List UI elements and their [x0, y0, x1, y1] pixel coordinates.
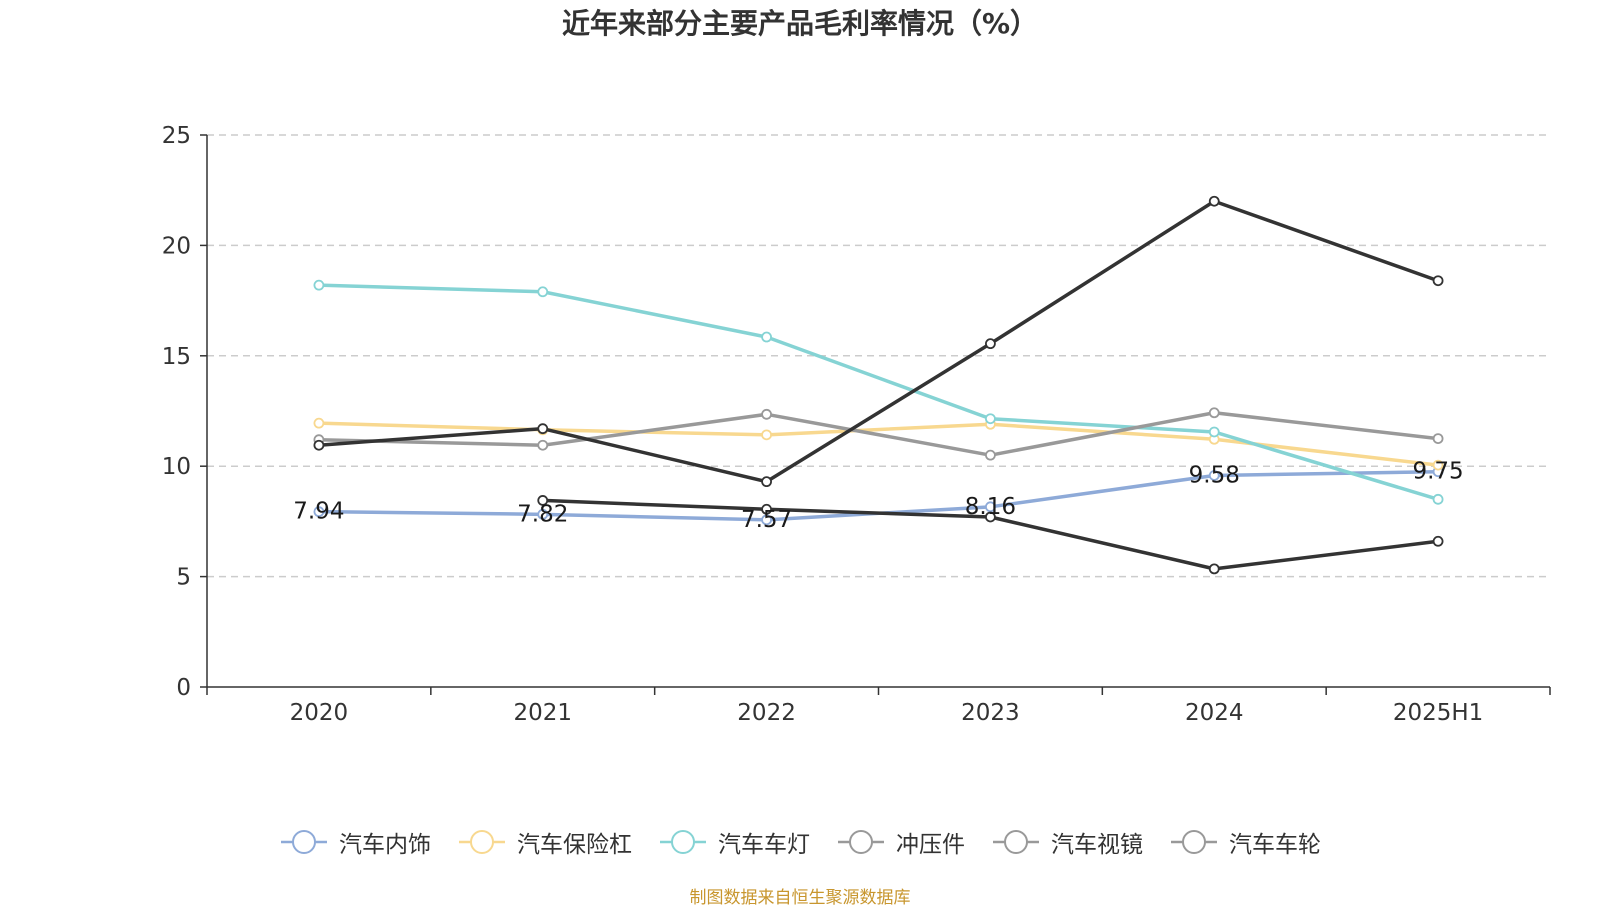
legend-label: 汽车视镜 — [1051, 832, 1143, 858]
data-point — [1208, 426, 1220, 438]
data-point — [537, 423, 549, 435]
legend-marker-icon — [1171, 830, 1217, 854]
data-point — [537, 495, 549, 506]
legend-item[interactable]: 冲压件 — [836, 825, 965, 859]
data-label: 7.57 — [741, 507, 792, 533]
gridlines — [207, 134, 1550, 578]
series-1 — [313, 466, 1444, 526]
legend-label: 汽车内饰 — [339, 832, 431, 858]
series-3 — [313, 279, 1444, 505]
data-point — [313, 439, 325, 451]
legend-label: 汽车车轮 — [1229, 832, 1321, 858]
data-point — [1208, 470, 1220, 481]
legend-marker-icon — [281, 830, 327, 854]
data-point — [761, 503, 772, 515]
data-label: 8.16 — [965, 494, 1016, 520]
data-label: 9.58 — [1189, 462, 1240, 488]
data-point — [537, 508, 549, 520]
data-point — [313, 506, 325, 518]
series-line — [318, 199, 1439, 484]
x-tick-label: 2025H1 — [1393, 700, 1483, 726]
data-point — [1432, 493, 1444, 505]
x-tick-label: 2024 — [1185, 700, 1244, 726]
legend-item[interactable]: 汽车车灯 — [658, 825, 810, 859]
legend-marker-icon — [459, 830, 505, 854]
y-tick-label: 5 — [176, 565, 191, 591]
data-point — [1432, 459, 1444, 471]
source-note: 制图数据来自恒生聚源数据库 — [689, 888, 911, 908]
data-label: 7.82 — [517, 501, 568, 527]
y-tick-label: 15 — [162, 344, 191, 370]
data-point — [985, 338, 996, 350]
data-label: 9.75 — [1412, 459, 1463, 485]
data-point — [761, 429, 772, 441]
legend-label: 汽车保险杠 — [517, 832, 632, 858]
y-tick-label: 20 — [162, 233, 191, 259]
series-line — [318, 411, 1439, 457]
legend-item[interactable]: 汽车内饰 — [279, 825, 431, 859]
data-point — [761, 476, 772, 488]
data-labels: 7.94 7.82 7.57 8.16 9.58 9.75 — [293, 459, 1463, 533]
data-point — [761, 514, 772, 526]
legend-marker-icon — [838, 830, 884, 854]
axes: 0 5 10 15 20 25 2020 2021 2022 2023 2024 2025H1 — [162, 123, 1551, 726]
series-line — [318, 283, 1439, 501]
data-point — [1432, 275, 1444, 287]
legend: 汽车内饰 汽车保险杠 汽车车灯 冲压件 汽车视镜 汽车车轮 — [0, 822, 1600, 862]
data-point — [1208, 407, 1220, 419]
data-point — [985, 413, 996, 425]
data-point — [761, 331, 772, 343]
legend-item[interactable]: 汽车车轮 — [1169, 825, 1321, 859]
data-point — [1432, 535, 1444, 547]
legend-item[interactable]: 汽车视镜 — [991, 825, 1143, 859]
legend-marker-icon — [993, 830, 1039, 854]
y-tick-label: 0 — [176, 675, 191, 701]
legend-item[interactable]: 汽车保险杠 — [457, 825, 632, 859]
x-tick-label: 2020 — [290, 700, 349, 726]
data-point — [761, 408, 772, 420]
series-6 — [313, 195, 1444, 488]
series-lines — [313, 195, 1444, 575]
data-point — [313, 417, 325, 429]
data-label: 7.94 — [293, 499, 344, 525]
data-point — [1208, 563, 1220, 575]
data-point — [985, 449, 996, 461]
chart-title: 近年来部分主要产品毛利率情况（%） — [561, 7, 1039, 40]
data-point — [537, 286, 549, 298]
data-point — [985, 501, 996, 513]
legend-marker-icon — [660, 830, 706, 854]
legend-label: 汽车车灯 — [718, 832, 810, 858]
data-point — [1432, 433, 1444, 445]
series-5 — [537, 495, 1444, 575]
y-tick-label: 10 — [162, 454, 191, 480]
data-point — [537, 439, 549, 451]
x-tick-label: 2023 — [961, 700, 1020, 726]
legend-label: 冲压件 — [896, 832, 965, 858]
x-tick-label: 2021 — [513, 700, 572, 726]
x-tick-label: 2022 — [737, 700, 796, 726]
data-point — [313, 279, 325, 291]
data-point — [1208, 195, 1220, 207]
data-point — [985, 511, 996, 523]
y-tick-label: 25 — [162, 123, 191, 149]
